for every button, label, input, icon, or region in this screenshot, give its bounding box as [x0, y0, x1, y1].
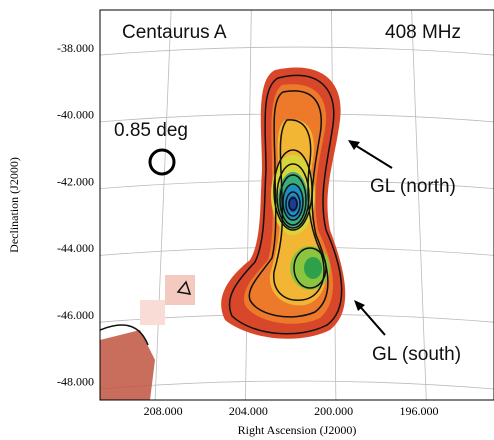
grid-line — [155, 10, 171, 400]
beam-circle — [150, 150, 174, 174]
grid-line — [331, 10, 335, 400]
y-tick-label: -38.000 — [57, 41, 94, 55]
x-tick-label: 200.000 — [314, 404, 353, 418]
y-tick-label: -42.000 — [57, 174, 94, 188]
grid-line — [245, 10, 251, 400]
radio-map — [100, 67, 345, 400]
annotation: GL (north) — [370, 176, 456, 197]
annotation: 0.85 deg — [114, 120, 188, 141]
annotation: GL (south) — [372, 344, 461, 365]
x-tick-label: 208.000 — [144, 404, 183, 418]
grid-line — [100, 47, 494, 55]
y-tick-label: -46.000 — [57, 308, 94, 322]
y-tick-label: -44.000 — [57, 241, 94, 255]
grid-line — [412, 10, 427, 400]
x-axis-label: Right Ascension (J2000) — [238, 423, 357, 437]
title: Centaurus A — [122, 22, 227, 43]
arrowhead-north — [348, 140, 360, 150]
grid-line — [100, 381, 494, 389]
y-tick-label: -40.000 — [57, 108, 94, 122]
chart: Centaurus A 408 MHz 0.85 deg GL (north) … — [0, 0, 494, 440]
y-tick-label: -48.000 — [57, 375, 94, 389]
x-tick-label: 204.000 — [229, 404, 268, 418]
subtitle: 408 MHz — [385, 22, 461, 43]
x-tick-label: 196.000 — [399, 404, 438, 418]
y-axis-label: Declination (J2000) — [7, 157, 21, 253]
